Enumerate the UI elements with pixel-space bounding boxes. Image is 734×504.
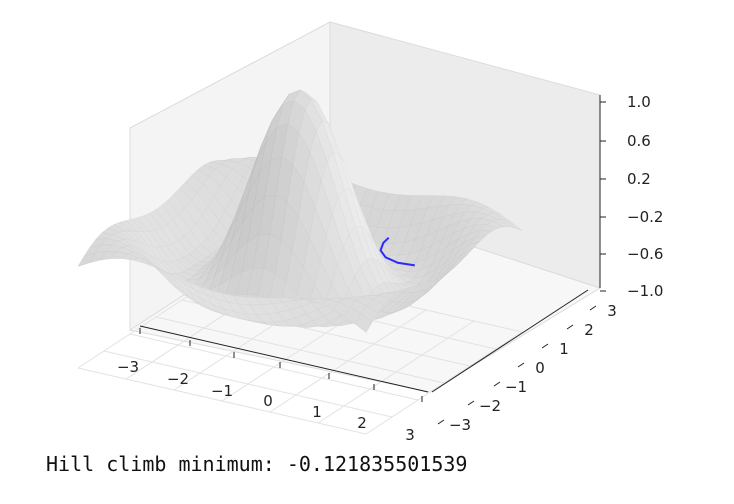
y-tick-label: 0 [535, 359, 545, 377]
x-tick-label: −2 [167, 370, 189, 388]
tick-marks [139, 101, 606, 425]
z-tick-label: 0.2 [627, 170, 651, 188]
x-tick-label: 0 [263, 392, 273, 410]
y-tick-label: −3 [449, 416, 471, 434]
z-tick-label: −0.2 [627, 208, 663, 226]
y-tick-mark [467, 400, 475, 406]
output-text: Hill climb minimum: -0.121835501539 [46, 452, 468, 476]
surface-plot: −3−2−10123−3−2−101231.00.60.2−0.2−0.6−1.… [77, 21, 664, 440]
y-tick-mark [589, 305, 597, 311]
y-tick-label: 1 [559, 340, 569, 358]
x-tick-label: −3 [117, 358, 139, 376]
x-tick-label: 1 [312, 403, 322, 421]
y-tick-label: −1 [505, 378, 527, 396]
y-tick-mark [517, 362, 525, 368]
tick-labels: −3−2−10123−3−2−101231.00.60.2−0.2−0.6−1.… [117, 93, 664, 440]
y-tick-mark [541, 343, 549, 349]
y-tick-label: −2 [479, 397, 501, 415]
z-tick-label: 1.0 [627, 93, 651, 111]
y-tick-mark [493, 381, 501, 387]
surface-patch [354, 313, 373, 333]
x-tick-label: 3 [405, 426, 415, 440]
z-tick-label: 0.6 [627, 132, 651, 150]
y-tick-label: 3 [607, 302, 617, 320]
grid-line [365, 331, 523, 435]
z-tick-label: −0.6 [627, 245, 663, 263]
y-tick-mark [566, 324, 574, 330]
hill-climb-path [379, 236, 415, 267]
y-tick-mark [437, 419, 445, 425]
x-tick-label: −1 [211, 382, 233, 400]
axis-lines [139, 95, 601, 393]
surface [77, 89, 523, 333]
x-tick-label: 2 [357, 414, 367, 432]
z-tick-label: −1.0 [627, 282, 663, 300]
y-tick-label: 2 [584, 321, 594, 339]
